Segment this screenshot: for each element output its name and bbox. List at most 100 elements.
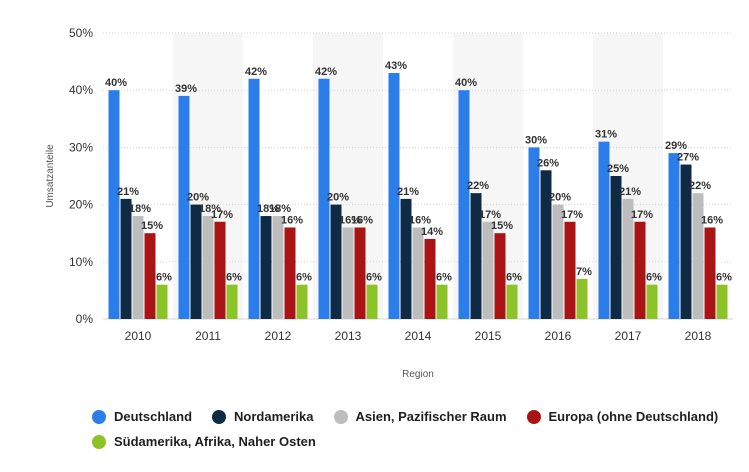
bar-2018-s3 xyxy=(704,227,716,319)
bar-2018-s0 xyxy=(668,153,680,319)
data-label: 17% xyxy=(631,209,653,221)
data-label: 18% xyxy=(257,203,279,215)
data-label: 16% xyxy=(339,214,361,226)
bar-2016-s2 xyxy=(552,204,564,319)
bar-2017-s1 xyxy=(610,176,622,319)
bar-2014-s1 xyxy=(400,198,412,319)
bar-2015-s4 xyxy=(506,284,518,319)
bar-2012-s1 xyxy=(260,216,272,319)
data-label: 16% xyxy=(409,214,431,226)
x-tick-label: 2015 xyxy=(475,329,502,343)
data-label: 16% xyxy=(701,214,723,226)
data-label: 6% xyxy=(366,272,382,284)
x-tick-label: 2016 xyxy=(545,329,572,343)
data-label: 39% xyxy=(175,83,197,95)
legend-marker-nordamerika xyxy=(212,409,227,424)
data-label: 6% xyxy=(716,272,732,284)
bar-2014-s2 xyxy=(412,227,424,319)
data-label: 6% xyxy=(506,272,522,284)
x-tick-label: 2018 xyxy=(685,329,712,343)
data-label: 25% xyxy=(607,163,629,175)
bar-2010-s3 xyxy=(144,233,156,319)
x-tick-label: 2011 xyxy=(195,329,221,343)
legend-label-deutschland: Deutschland xyxy=(114,409,193,424)
data-label: 22% xyxy=(689,180,711,192)
legend-row-1: Deutschland Nordamerika Asien, Pazifisch… xyxy=(92,404,732,429)
data-label: 15% xyxy=(491,220,513,232)
data-label: 22% xyxy=(467,180,489,192)
data-label: 17% xyxy=(479,209,501,221)
x-tick-label: 2010 xyxy=(125,329,152,343)
bar-2013-s0 xyxy=(318,78,330,319)
data-label: 6% xyxy=(226,272,242,284)
data-label: 20% xyxy=(327,192,349,204)
data-label: 42% xyxy=(245,66,267,78)
data-label: 18% xyxy=(129,203,151,215)
bar-2018-s2 xyxy=(692,193,704,319)
bar-2013-s4 xyxy=(366,284,378,319)
x-tick-label: 2013 xyxy=(335,329,362,343)
data-label: 6% xyxy=(156,272,172,284)
legend-marker-asien xyxy=(333,409,348,424)
bar-2015-s3 xyxy=(494,233,506,319)
y-tick-label: 50% xyxy=(69,26,93,40)
bar-2013-s1 xyxy=(330,204,342,319)
data-label: 15% xyxy=(141,220,163,232)
data-label: 21% xyxy=(397,186,419,198)
legend-item-nordamerika[interactable]: Nordamerika xyxy=(212,409,314,424)
y-tick-label: 40% xyxy=(69,83,93,97)
bar-2014-s3 xyxy=(424,238,436,319)
data-label: 43% xyxy=(385,60,407,72)
y-tick-label: 10% xyxy=(69,255,93,269)
legend-label-europa: Europa (ohne Deutschland) xyxy=(548,409,719,424)
bar-2011-s2 xyxy=(202,216,214,319)
bar-2010-s2 xyxy=(132,216,144,319)
bar-2010-s1 xyxy=(120,198,132,319)
data-label: 17% xyxy=(211,209,233,221)
data-label: 42% xyxy=(315,66,337,78)
data-label: 14% xyxy=(421,226,443,238)
bar-2010-s4 xyxy=(156,284,168,319)
bar-2011-s4 xyxy=(226,284,238,319)
data-label: 6% xyxy=(646,272,662,284)
bar-2012-s0 xyxy=(248,78,260,319)
bar-2015-s1 xyxy=(470,193,482,319)
legend-label-suedamerika: Südamerika, Afrika, Naher Osten xyxy=(114,434,316,449)
legend-marker-suedamerika xyxy=(92,434,106,449)
data-label: 21% xyxy=(117,186,139,198)
bar-2014-s4 xyxy=(436,284,448,319)
bar-2018-s1 xyxy=(680,164,692,319)
y-tick-label: 20% xyxy=(69,198,93,212)
bar-2015-s0 xyxy=(458,90,470,319)
data-label: 20% xyxy=(187,192,209,204)
bar-2012-s2 xyxy=(272,216,284,319)
bar-2012-s4 xyxy=(296,284,308,319)
legend-item-deutschland[interactable]: Deutschland xyxy=(92,409,192,424)
data-label: 20% xyxy=(549,192,571,204)
legend-item-europa[interactable]: Europa (ohne Deutschland) xyxy=(526,409,719,424)
bar-2017-s3 xyxy=(634,221,646,319)
legend-marker-deutschland xyxy=(92,409,106,424)
x-tick-label: 2012 xyxy=(265,329,292,343)
bar-2016-s3 xyxy=(564,221,576,319)
bar-2014-s0 xyxy=(388,73,400,319)
legend-item-suedamerika[interactable]: Südamerika, Afrika, Naher Osten xyxy=(92,434,316,449)
y-axis-title: Umsatzanteile xyxy=(45,144,56,208)
data-label: 7% xyxy=(576,266,592,278)
bar-2011-s3 xyxy=(214,221,226,319)
data-label: 6% xyxy=(436,272,452,284)
bar-2012-s3 xyxy=(284,227,296,319)
data-label: 29% xyxy=(665,140,687,152)
bar-2018-s4 xyxy=(716,284,728,319)
data-label: 16% xyxy=(351,214,373,226)
data-label: 30% xyxy=(525,134,547,146)
legend-item-asien[interactable]: Asien, Pazifischer Raum xyxy=(333,409,507,424)
data-label: 40% xyxy=(455,77,477,89)
bar-2011-s1 xyxy=(190,204,202,319)
data-label: 6% xyxy=(296,272,312,284)
data-label: 40% xyxy=(105,77,127,89)
bar-2011-s0 xyxy=(178,95,190,319)
legend-row-2: Südamerika, Afrika, Naher Osten xyxy=(92,429,732,454)
bar-2017-s0 xyxy=(598,141,610,319)
bar-2016-s1 xyxy=(540,170,552,319)
